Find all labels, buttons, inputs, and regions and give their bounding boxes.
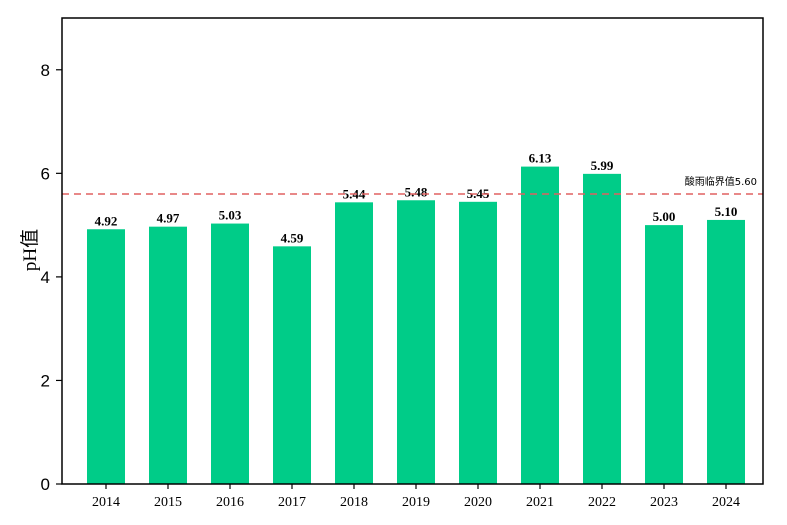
y-tick-label-6: 6 <box>41 164 50 183</box>
bar-2016 <box>211 223 249 484</box>
x-tick-label-2023: 2023 <box>650 495 678 510</box>
x-tick-label-2022: 2022 <box>588 495 616 510</box>
data-label-2023: 5.00 <box>653 209 676 224</box>
bar-2024 <box>707 219 745 484</box>
bar-2019 <box>397 200 435 484</box>
x-tick-label-2019: 2019 <box>402 495 430 510</box>
data-label-2021: 6.13 <box>529 151 552 166</box>
data-label-2020: 5.45 <box>467 186 490 201</box>
x-tick-label-2020: 2020 <box>464 495 492 510</box>
y-tick-label-0: 0 <box>41 475 50 494</box>
y-axis-title: pH值 <box>19 229 41 271</box>
y-axis: 0 2 4 6 8 <box>41 61 62 494</box>
y-tick-label-8: 8 <box>41 61 50 80</box>
y-tick-label-4: 4 <box>41 268 50 287</box>
x-tick-label-2018: 2018 <box>340 495 368 510</box>
bar-2021 <box>521 166 559 484</box>
x-tick-label-2016: 2016 <box>216 495 244 510</box>
data-label-2016: 5.03 <box>219 208 242 223</box>
bar-2023 <box>645 225 683 484</box>
x-axis: 2014 2015 2016 2017 2018 2019 2020 2021 2022 2023… <box>92 484 740 510</box>
bars-group <box>87 166 745 485</box>
reference-line-label: 酸雨临界值5.60 <box>685 175 757 188</box>
data-label-2017: 4.59 <box>281 230 304 245</box>
plot-frame <box>61 17 764 485</box>
x-tick-label-2021: 2021 <box>526 495 554 510</box>
data-label-2014: 4.92 <box>95 213 118 228</box>
bar-2015 <box>149 226 187 485</box>
bar-2022 <box>583 173 621 484</box>
bar-2020 <box>459 201 497 485</box>
x-tick-label-2024: 2024 <box>712 495 740 510</box>
bar-2014 <box>87 229 125 484</box>
data-label-2022: 5.99 <box>591 158 614 173</box>
x-tick-label-2015: 2015 <box>154 495 182 510</box>
x-tick-label-2014: 2014 <box>92 495 120 510</box>
data-label-2024: 5.10 <box>715 204 738 219</box>
data-label-2015: 4.97 <box>157 211 180 226</box>
bar-2018 <box>335 202 373 484</box>
data-label-2019: 5.48 <box>405 184 428 199</box>
y-tick-label-2: 2 <box>41 371 50 390</box>
x-tick-label-2017: 2017 <box>278 495 306 510</box>
bar-2017 <box>273 246 311 484</box>
data-labels-group: 4.92 4.97 5.034.595.44 5.48 5.456.13 5.995.00… <box>95 151 738 246</box>
